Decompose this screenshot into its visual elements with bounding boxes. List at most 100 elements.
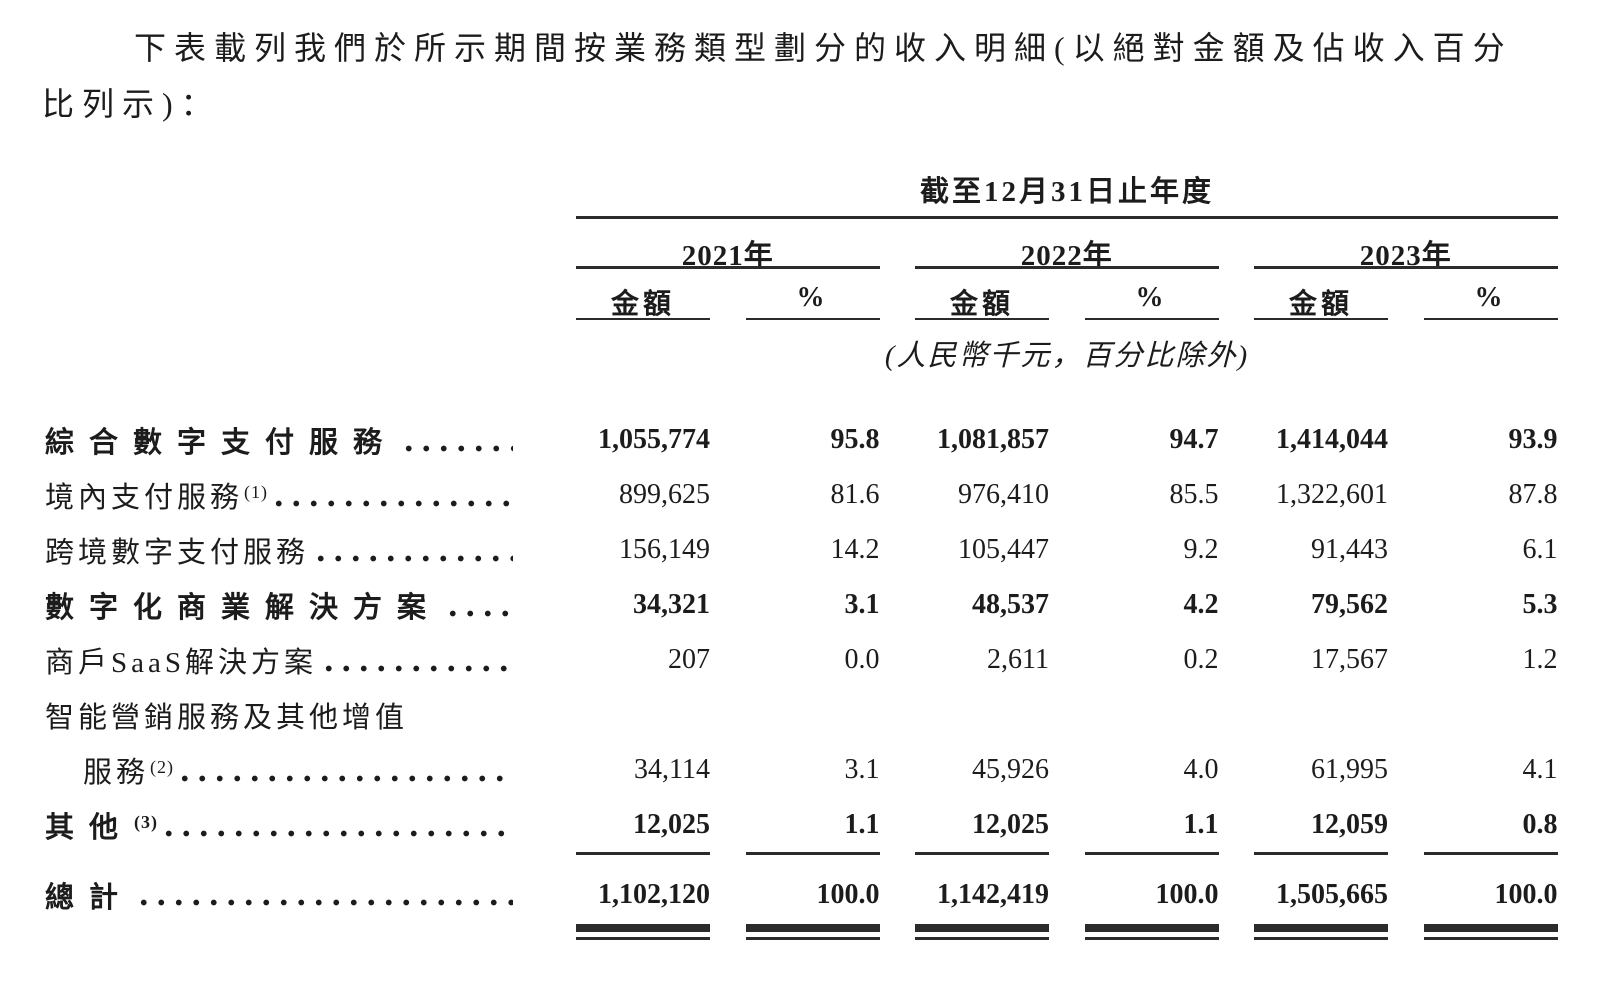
table-row-integrated-digital-payment: 綜合數字支付服務 1,055,774 95.8 1,081,857 94.7 1…: [45, 412, 1558, 467]
revenue-table-body: 綜合數字支付服務 1,055,774 95.8 1,081,857 94.7 1…: [45, 412, 1558, 940]
percent-header-2022: %: [1135, 282, 1168, 313]
value-cell: 1,505,665: [1276, 879, 1388, 910]
year-row: 2021年 2022年 2023年: [576, 232, 1558, 274]
value-cell: 12,059: [1311, 808, 1388, 840]
row-label: 綜合數字支付服務: [45, 412, 541, 467]
value-cell: 1,102,120: [598, 879, 710, 910]
value-cell: 0.8: [1522, 808, 1558, 840]
header-rule: [576, 216, 1558, 219]
subtotal-rules: [45, 852, 1558, 858]
value-cell: 1,081,857: [937, 423, 1049, 455]
table-header: 截至12月31日止年度 2021年 2022年 2023年 金額 % 金額 % …: [576, 168, 1558, 408]
subtotal-rule: [1254, 852, 1388, 858]
value-cell: 1,414,044: [1276, 423, 1388, 455]
value-cell: 81.6: [830, 478, 880, 510]
dot-leader: [133, 866, 513, 924]
value-cell: 207: [668, 643, 710, 675]
table-row-total: 總計 1,102,120 100.0 1,142,419 100.0 1,505…: [45, 866, 1558, 924]
percent-header-2023: %: [1474, 282, 1507, 313]
value-cell: 14.2: [830, 533, 880, 565]
column-rule: [1423, 318, 1558, 320]
value-cell: 17,567: [1311, 643, 1388, 675]
table-row-smart-marketing-line1: 智能營銷服務及其他增值: [45, 687, 1558, 742]
column-rules: [576, 318, 1558, 320]
value-cell: 105,447: [958, 533, 1049, 565]
subheader-row: 金額 % 金額 % 金額 %: [576, 282, 1558, 322]
row-label: 商戶SaaS解決方案: [45, 632, 541, 687]
dot-leader: [318, 632, 513, 687]
table-row-domestic-payment: 境內支付服務(1) 899,625 81.6 976,410 85.5 1,32…: [45, 467, 1558, 522]
value-cell: 45,926: [972, 753, 1049, 785]
column-rule: [1084, 318, 1219, 320]
subtotal-rule: [1084, 852, 1219, 858]
double-rule: [745, 924, 880, 940]
value-cell: 12,025: [633, 808, 710, 840]
subtotal-rule: [1423, 852, 1558, 858]
value-cell: 87.8: [1508, 478, 1558, 510]
value-cell: 0.2: [1183, 643, 1219, 675]
amount-header-2023: 金額: [1288, 289, 1353, 320]
row-label: 智能營銷服務及其他增值: [45, 687, 541, 742]
value-cell: 2,611: [987, 643, 1049, 675]
value-cell: 4.1: [1522, 753, 1558, 785]
value-cell: 9.2: [1183, 533, 1219, 565]
unit-note: (人民幣千元，百分比除外): [884, 340, 1250, 372]
value-cell: 34,321: [633, 588, 710, 620]
value-cell: 85.5: [1169, 478, 1219, 510]
dot-leader: [310, 522, 513, 577]
dot-leader: [268, 467, 513, 522]
value-cell: 95.8: [830, 423, 880, 455]
period-header: 截至12月31日止年度: [919, 176, 1214, 208]
year-rule: [915, 266, 1219, 269]
value-cell: 48,537: [972, 588, 1049, 620]
dot-leader: [442, 577, 513, 632]
row-label: 服務(2): [45, 742, 541, 797]
row-label-text: 綜合數字支付服務: [45, 426, 398, 459]
value-cell: 100.0: [1155, 879, 1219, 910]
dot-leader: [398, 412, 513, 467]
double-rule: [1084, 924, 1219, 940]
column-rule: [1254, 318, 1388, 320]
double-rule: [1254, 924, 1388, 940]
year-rule: [576, 266, 880, 269]
value-cell: 34,114: [634, 753, 710, 785]
year-rule: [1254, 266, 1558, 269]
amount-header-2022: 金額: [949, 289, 1014, 320]
value-cell: 3.1: [844, 753, 880, 785]
footnote-ref: (3): [134, 811, 159, 832]
rule-spacer: [45, 852, 541, 858]
value-cell: 12,025: [972, 808, 1049, 840]
double-rule: [915, 924, 1049, 940]
footnote-ref: (1): [244, 481, 269, 502]
total-double-rules: [45, 924, 1558, 940]
row-label-text: 總計: [45, 882, 134, 914]
value-cell: 4.0: [1183, 753, 1219, 785]
row-label: 境內支付服務(1): [45, 467, 541, 522]
value-cell: 156,149: [619, 533, 710, 565]
row-label: 其他(3): [45, 797, 541, 852]
row-label: 數字化商業解決方案: [45, 577, 541, 632]
row-label-text: 數字化商業解決方案: [45, 591, 442, 624]
subtotal-rule: [915, 852, 1049, 858]
year-rules: [576, 266, 1558, 269]
column-rule: [915, 318, 1049, 320]
value-cell: 1,322,601: [1276, 478, 1388, 510]
row-label: 跨境數字支付服務: [45, 522, 541, 577]
value-cell: 0.0: [844, 643, 880, 675]
rule-spacer: [45, 924, 541, 940]
row-label-text: 服務: [83, 756, 150, 789]
value-cell: 3.1: [844, 588, 880, 620]
value-cell: 976,410: [958, 478, 1049, 510]
row-label-text: 其他: [45, 811, 134, 844]
subtotal-rule: [745, 852, 880, 858]
column-rule: [745, 318, 880, 320]
value-cell: 93.9: [1508, 423, 1558, 455]
row-label: 總計: [45, 866, 541, 924]
value-cell: 1.1: [844, 808, 880, 840]
value-cell: 94.7: [1169, 423, 1219, 455]
table-row-merchant-saas: 商戶SaaS解決方案 207 0.0 2,611 0.2 17,567 1.2: [45, 632, 1558, 687]
value-cell: 100.0: [816, 879, 880, 910]
double-rule: [576, 924, 710, 940]
value-cell: 5.3: [1522, 588, 1558, 620]
value-cell: 4.2: [1183, 588, 1219, 620]
